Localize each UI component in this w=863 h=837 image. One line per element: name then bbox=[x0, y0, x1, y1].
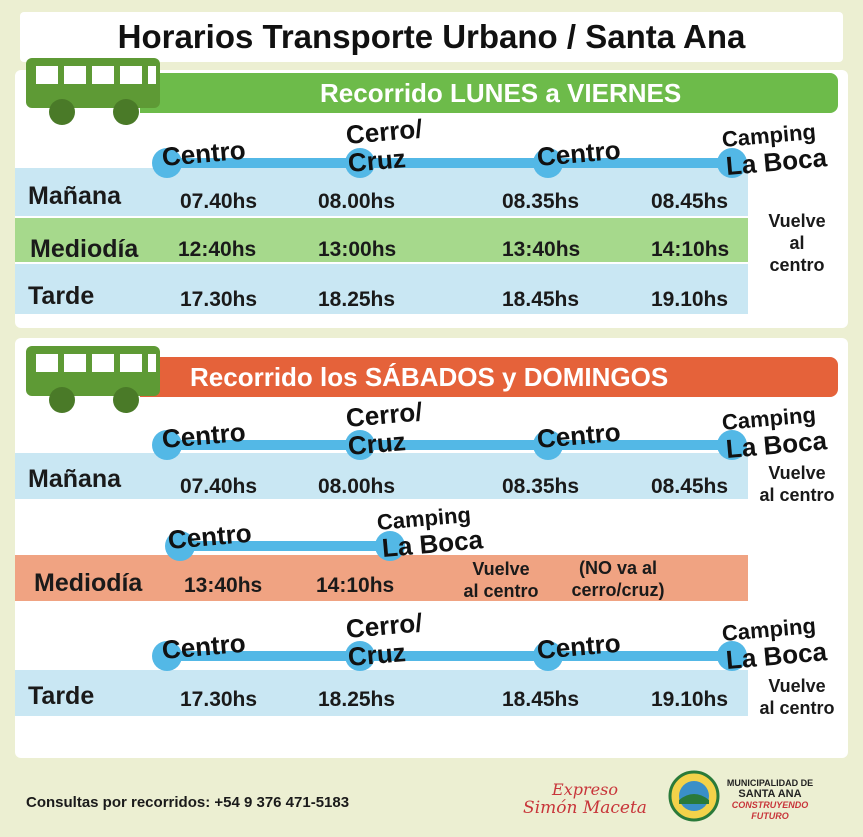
time-cell: 13:40hs bbox=[502, 238, 581, 261]
row-label: Tarde bbox=[28, 682, 95, 710]
time-cell: 17.30hs bbox=[180, 288, 258, 311]
time-cell: 08.35hs bbox=[502, 190, 580, 213]
row-label: Mediodía bbox=[34, 569, 143, 597]
time-cell: 08.35hs bbox=[502, 475, 580, 498]
stop-label: Centro bbox=[535, 627, 622, 665]
time-cell: 13:00hs bbox=[318, 238, 397, 261]
midday-band bbox=[15, 218, 748, 262]
route-line bbox=[165, 158, 737, 168]
stop-label: Centro bbox=[160, 416, 247, 454]
time-cell: 18.25hs bbox=[318, 288, 396, 311]
stop-dot bbox=[717, 641, 747, 671]
stop-dot bbox=[533, 641, 563, 671]
stop-dot bbox=[152, 430, 182, 460]
stop-label: Cerro/ bbox=[344, 396, 424, 433]
stop-label: Cerro/ bbox=[344, 607, 424, 644]
stop-label: Centro bbox=[535, 134, 622, 172]
stop-dot bbox=[375, 531, 405, 561]
morning-band bbox=[15, 168, 748, 216]
stop-label: Centro bbox=[535, 416, 622, 454]
municipal-seal-icon bbox=[668, 770, 720, 822]
row-label: Mediodía bbox=[30, 235, 139, 263]
return-note: Vuelve al centro bbox=[759, 463, 835, 505]
municipality-logo: MUNICIPALIDAD DE SANTA ANA CONSTRUYENDO … bbox=[726, 778, 814, 821]
route-line bbox=[178, 541, 388, 551]
stop-label: Centro bbox=[160, 627, 247, 665]
stop-label: Cruz bbox=[346, 637, 407, 672]
stop-label: Cruz bbox=[346, 143, 407, 178]
route-line bbox=[165, 651, 737, 661]
bus-icon bbox=[26, 346, 160, 413]
route-exception-note: (NO va al cerro/cruz) bbox=[571, 558, 665, 600]
stop-dot bbox=[345, 430, 375, 460]
morning-band bbox=[15, 453, 748, 499]
time-cell: 12:40hs bbox=[178, 238, 257, 261]
stop-dot bbox=[345, 641, 375, 671]
stop-dot bbox=[165, 531, 195, 561]
return-note: Vuelve al centro bbox=[768, 211, 826, 275]
stop-dot bbox=[717, 148, 747, 178]
contact-info: Consultas por recorridos: +54 9 376 471-… bbox=[26, 794, 350, 811]
weekend-banner: Recorrido los SÁBADOS y DOMINGOS bbox=[140, 357, 838, 397]
time-cell: 19.10hs bbox=[651, 288, 729, 311]
page-title: Horarios Transporte Urbano / Santa Ana bbox=[20, 12, 843, 62]
return-note: Vuelve al centro bbox=[759, 676, 835, 718]
row-label: Tarde bbox=[28, 282, 95, 310]
stop-label: Cruz bbox=[346, 426, 407, 461]
time-cell: 08.45hs bbox=[651, 475, 729, 498]
stop-dot bbox=[152, 148, 182, 178]
stop-dot bbox=[533, 430, 563, 460]
time-cell: 14:10hs bbox=[316, 574, 395, 597]
stop-dot bbox=[152, 641, 182, 671]
stop-label: Centro bbox=[166, 517, 253, 555]
time-cell: 08.00hs bbox=[318, 475, 396, 498]
bus-icon bbox=[26, 58, 160, 125]
time-cell: 08.45hs bbox=[651, 190, 729, 213]
afternoon-band bbox=[15, 670, 748, 716]
weekday-banner: Recorrido LUNES a VIERNES bbox=[140, 73, 838, 113]
time-cell: 18.45hs bbox=[502, 288, 580, 311]
row-label: Mañana bbox=[28, 182, 122, 210]
time-cell: 07.40hs bbox=[180, 475, 258, 498]
afternoon-band bbox=[15, 264, 748, 314]
time-cell: 17.30hs bbox=[180, 688, 258, 711]
row-label: Mañana bbox=[28, 465, 122, 493]
time-cell: 07.40hs bbox=[180, 190, 258, 213]
route-line bbox=[165, 440, 737, 450]
time-cell: 13:40hs bbox=[184, 574, 263, 597]
stop-dot bbox=[345, 148, 375, 178]
stop-label: Centro bbox=[160, 134, 247, 172]
stop-dot bbox=[533, 148, 563, 178]
time-cell: 08.00hs bbox=[318, 190, 396, 213]
time-cell: 18.25hs bbox=[318, 688, 396, 711]
time-cell: 19.10hs bbox=[651, 688, 729, 711]
time-cell: 14:10hs bbox=[651, 238, 730, 261]
time-cell: 18.45hs bbox=[502, 688, 580, 711]
stop-label: Cerro/ bbox=[344, 113, 424, 150]
return-note: Vuelve al centro bbox=[463, 559, 539, 601]
brand-logo: Expreso Simón Maceta bbox=[523, 780, 647, 818]
midday-band bbox=[15, 555, 748, 601]
stop-dot bbox=[717, 430, 747, 460]
